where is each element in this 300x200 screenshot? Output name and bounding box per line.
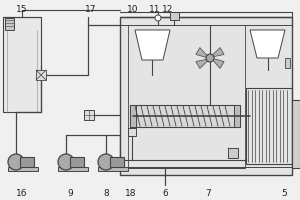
Circle shape: [58, 154, 74, 170]
Polygon shape: [135, 30, 170, 60]
Bar: [98, 167, 128, 171]
Text: 15: 15: [16, 4, 28, 14]
Circle shape: [98, 154, 114, 170]
Text: 17: 17: [85, 4, 97, 14]
Polygon shape: [208, 57, 224, 68]
Polygon shape: [196, 48, 212, 59]
Bar: [228, 148, 238, 158]
Text: 6: 6: [162, 188, 168, 198]
Bar: [84, 110, 94, 120]
Bar: [8, 167, 38, 171]
Bar: [5, 18, 14, 30]
Polygon shape: [208, 48, 224, 59]
Text: 7: 7: [205, 188, 211, 198]
Bar: [58, 167, 88, 171]
Bar: [246, 88, 292, 164]
Text: 18: 18: [125, 188, 137, 198]
Bar: [120, 17, 292, 175]
Circle shape: [8, 154, 24, 170]
Bar: [170, 12, 179, 20]
Text: 16: 16: [16, 188, 28, 198]
Text: 12: 12: [162, 4, 174, 14]
Polygon shape: [250, 30, 285, 58]
Bar: [20, 157, 34, 167]
Bar: [130, 105, 136, 127]
Bar: [3, 17, 41, 112]
Bar: [110, 157, 124, 167]
Text: 9: 9: [67, 188, 73, 198]
Text: 10: 10: [127, 4, 139, 14]
Bar: [292, 100, 300, 168]
Bar: [70, 157, 84, 167]
Text: 8: 8: [103, 188, 109, 198]
Text: 5: 5: [281, 188, 287, 198]
Circle shape: [206, 54, 214, 62]
Bar: [36, 70, 46, 80]
Bar: [234, 105, 240, 127]
Bar: [128, 128, 136, 136]
Bar: [285, 58, 290, 68]
Circle shape: [155, 15, 161, 21]
Bar: [130, 105, 240, 127]
Text: 11: 11: [149, 4, 161, 14]
Polygon shape: [196, 57, 212, 68]
